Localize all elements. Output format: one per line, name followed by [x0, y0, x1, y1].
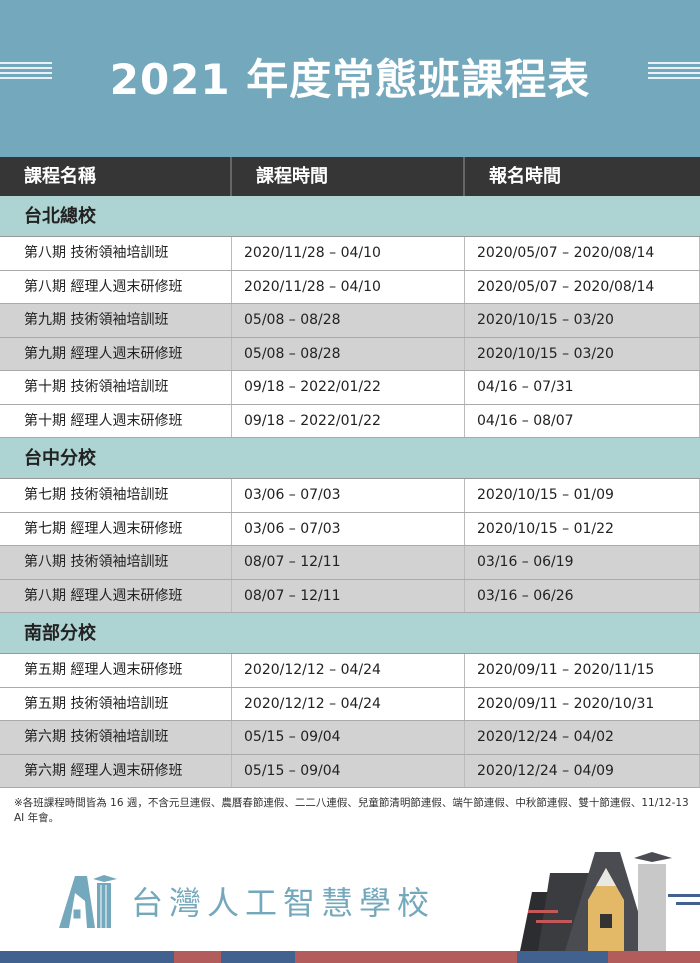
course-name-cell: 第七期 經理人週末研修班 — [0, 512, 232, 545]
registration-time-cell: 2020/10/15 – 03/20 — [465, 304, 700, 337]
course-name-cell: 第八期 技術領袖培訓班 — [0, 237, 232, 270]
registration-time-cell: 2020/10/15 – 01/09 — [465, 479, 700, 512]
page-title: 2021 年度常態班課程表 — [109, 55, 591, 104]
footer-color-bar — [0, 951, 700, 963]
table-header: 課程名稱 課程時間 報名時間 — [0, 157, 700, 196]
registration-time-cell: 2020/09/11 – 2020/11/15 — [465, 654, 700, 687]
footnote: ※各班課程時間皆為 16 週，不含元旦連假、農曆春節連假、二二八連假、兒童節清明… — [14, 797, 689, 824]
registration-time-cell: 03/16 – 06/19 — [465, 546, 700, 579]
course-time-cell: 2020/12/12 – 04/24 — [232, 687, 465, 720]
schedule-table: 台北總校 第八期 技術領袖培訓班 2020/11/28 – 04/10 2020/05… — [0, 196, 700, 788]
course-name-cell: 第八期 經理人週末研修班 — [0, 270, 232, 303]
course-name-cell: 第九期 經理人週末研修班 — [0, 337, 232, 370]
course-time-cell: 08/07 – 12/11 — [232, 546, 465, 579]
column-header-registration-time: 報名時間 — [489, 166, 561, 187]
course-time-cell: 05/08 – 08/28 — [232, 304, 465, 337]
table-row: 第八期 經理人週末研修班 08/07 – 12/11 03/16 – 06/26 — [0, 579, 700, 613]
table-row: 第八期 技術領袖培訓班 2020/11/28 – 04/10 2020/05/07 … — [0, 237, 700, 271]
course-name-cell: 第七期 技術領袖培訓班 — [0, 479, 232, 512]
table-row: 第十期 經理人週末研修班 09/18 – 2022/01/22 04/16 – 08… — [0, 404, 700, 438]
registration-time-cell: 2020/05/07 – 2020/08/14 — [465, 237, 700, 270]
table-row: 第九期 技術領袖培訓班 05/08 – 08/28 2020/10/15 – 03/… — [0, 304, 700, 338]
registration-time-cell: 2020/10/15 – 03/20 — [465, 337, 700, 370]
course-time-cell: 09/18 – 2022/01/22 — [232, 404, 465, 437]
registration-time-cell: 2020/09/11 – 2020/10/31 — [465, 687, 700, 720]
column-header-course-time: 課程時間 — [232, 157, 465, 196]
registration-time-cell: 2020/05/07 – 2020/08/14 — [465, 270, 700, 303]
header-banner: 2021 年度常態班課程表 — [0, 0, 700, 157]
registration-time-cell: 2020/12/24 – 04/02 — [465, 721, 700, 754]
course-name-cell: 第十期 經理人週末研修班 — [0, 404, 232, 437]
section-header: 南部分校 — [0, 613, 700, 654]
table-row: 第六期 技術領袖培訓班 05/15 – 09/04 2020/12/24 – 04/… — [0, 721, 700, 755]
course-time-cell: 09/18 – 2022/01/22 — [232, 371, 465, 404]
table-row: 第九期 經理人週末研修班 05/08 – 08/28 2020/10/15 – 03… — [0, 337, 700, 371]
table-row: 第六期 經理人週末研修班 05/15 – 09/04 2020/12/24 – 04… — [0, 754, 700, 788]
course-time-cell: 05/15 – 09/04 — [232, 721, 465, 754]
table-row: 第七期 經理人週末研修班 03/06 – 07/03 2020/10/15 – 01… — [0, 512, 700, 546]
registration-time-cell: 2020/12/24 – 04/09 — [465, 754, 700, 787]
course-time-cell: 05/15 – 09/04 — [232, 754, 465, 787]
course-time-cell: 08/07 – 12/11 — [232, 579, 465, 612]
course-time-cell: 2020/11/28 – 04/10 — [232, 237, 465, 270]
table-row: 第八期 技術領袖培訓班 08/07 – 12/11 03/16 – 06/19 — [0, 546, 700, 580]
school-illustration — [520, 852, 700, 952]
course-name-cell: 第八期 技術領袖培訓班 — [0, 546, 232, 579]
table-row: 第八期 經理人週末研修班 2020/11/28 – 04/10 2020/05/07… — [0, 270, 700, 304]
table-row: 第五期 經理人週末研修班 2020/12/12 – 04/24 2020/09/11… — [0, 654, 700, 688]
course-time-cell: 05/08 – 08/28 — [232, 337, 465, 370]
course-time-cell: 03/06 – 07/03 — [232, 512, 465, 545]
course-time-cell: 2020/11/28 – 04/10 — [232, 270, 465, 303]
course-name-cell: 第十期 技術領袖培訓班 — [0, 371, 232, 404]
course-name-cell: 第五期 經理人週末研修班 — [0, 654, 232, 687]
table-row: 第五期 技術領袖培訓班 2020/12/12 – 04/24 2020/09/11 … — [0, 687, 700, 721]
decorative-lines-left — [0, 62, 52, 82]
course-name-cell: 第六期 經理人週末研修班 — [0, 754, 232, 787]
table-row: 第七期 技術領袖培訓班 03/06 – 07/03 2020/10/15 – 01/… — [0, 479, 700, 513]
ai-logo-icon — [59, 875, 117, 928]
course-name-cell: 第九期 技術領袖培訓班 — [0, 304, 232, 337]
table-row: 第十期 技術領袖培訓班 09/18 – 2022/01/22 04/16 – 07/… — [0, 371, 700, 405]
section-header: 台北總校 — [0, 196, 700, 237]
school-name: 台灣人工智慧學校 — [131, 884, 436, 922]
registration-time-cell: 04/16 – 07/31 — [465, 371, 700, 404]
course-time-cell: 2020/12/12 – 04/24 — [232, 654, 465, 687]
school-logo: 台灣人工智慧學校 — [57, 873, 435, 929]
course-name-cell: 第六期 技術領袖培訓班 — [0, 721, 232, 754]
decorative-lines-right — [648, 62, 700, 82]
column-header-course: 課程名稱 — [0, 157, 232, 196]
course-name-cell: 第五期 技術領袖培訓班 — [0, 687, 232, 720]
registration-time-cell: 03/16 – 06/26 — [465, 579, 700, 612]
registration-time-cell: 2020/10/15 – 01/22 — [465, 512, 700, 545]
registration-time-cell: 04/16 – 08/07 — [465, 404, 700, 437]
course-time-cell: 03/06 – 07/03 — [232, 479, 465, 512]
course-name-cell: 第八期 經理人週末研修班 — [0, 579, 232, 612]
section-header: 台中分校 — [0, 438, 700, 479]
